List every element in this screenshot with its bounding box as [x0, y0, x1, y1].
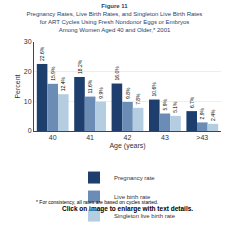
svg-text:Live birth rate: Live birth rate [114, 194, 151, 200]
svg-text:>43: >43 [196, 134, 208, 141]
svg-text:15.9%: 15.9% [50, 66, 56, 81]
svg-text:16.0%: 16.0% [114, 66, 120, 81]
svg-text:* For consistency, all rates a: * For consistency, all rates are based o… [36, 199, 158, 205]
svg-text:Pregnancy rate: Pregnancy rate [114, 175, 155, 181]
svg-text:41: 41 [86, 134, 94, 141]
svg-text:9.8%: 9.8% [125, 87, 131, 99]
svg-text:2.9%: 2.9% [199, 107, 205, 119]
svg-text:10: 10 [24, 98, 32, 105]
svg-text:Figure 11Pregnancy Rates, Live: Figure 11Pregnancy Rates, Live Birth Rat… [27, 3, 203, 32]
svg-text:0: 0 [28, 127, 32, 134]
svg-text:Click on image to enlarge with: Click on image to enlarge with text deta… [62, 205, 193, 213]
svg-text:5.1%: 5.1% [172, 101, 178, 113]
svg-text:18.2%: 18.2% [77, 59, 83, 74]
svg-text:42: 42 [124, 134, 132, 141]
svg-text:6.7%: 6.7% [189, 96, 195, 108]
svg-text:12.4%: 12.4% [60, 76, 66, 91]
svg-text:11.6%: 11.6% [87, 79, 93, 93]
svg-text:43: 43 [161, 134, 169, 141]
svg-text:30: 30 [24, 38, 32, 45]
svg-text:9.9%: 9.9% [98, 87, 104, 99]
svg-text:22.6%: 22.6% [39, 46, 45, 61]
svg-text:Age (years): Age (years) [109, 142, 145, 150]
svg-text:7.8%: 7.8% [135, 93, 141, 105]
svg-text:5.9%: 5.9% [162, 99, 168, 111]
svg-text:Percent: Percent [14, 74, 21, 98]
svg-text:Singleton live birth rate: Singleton live birth rate [114, 213, 176, 219]
svg-text:20: 20 [24, 68, 32, 75]
svg-text:40: 40 [49, 134, 57, 141]
svg-text:2.4%: 2.4% [210, 109, 216, 121]
svg-text:10.6%: 10.6% [151, 82, 157, 97]
